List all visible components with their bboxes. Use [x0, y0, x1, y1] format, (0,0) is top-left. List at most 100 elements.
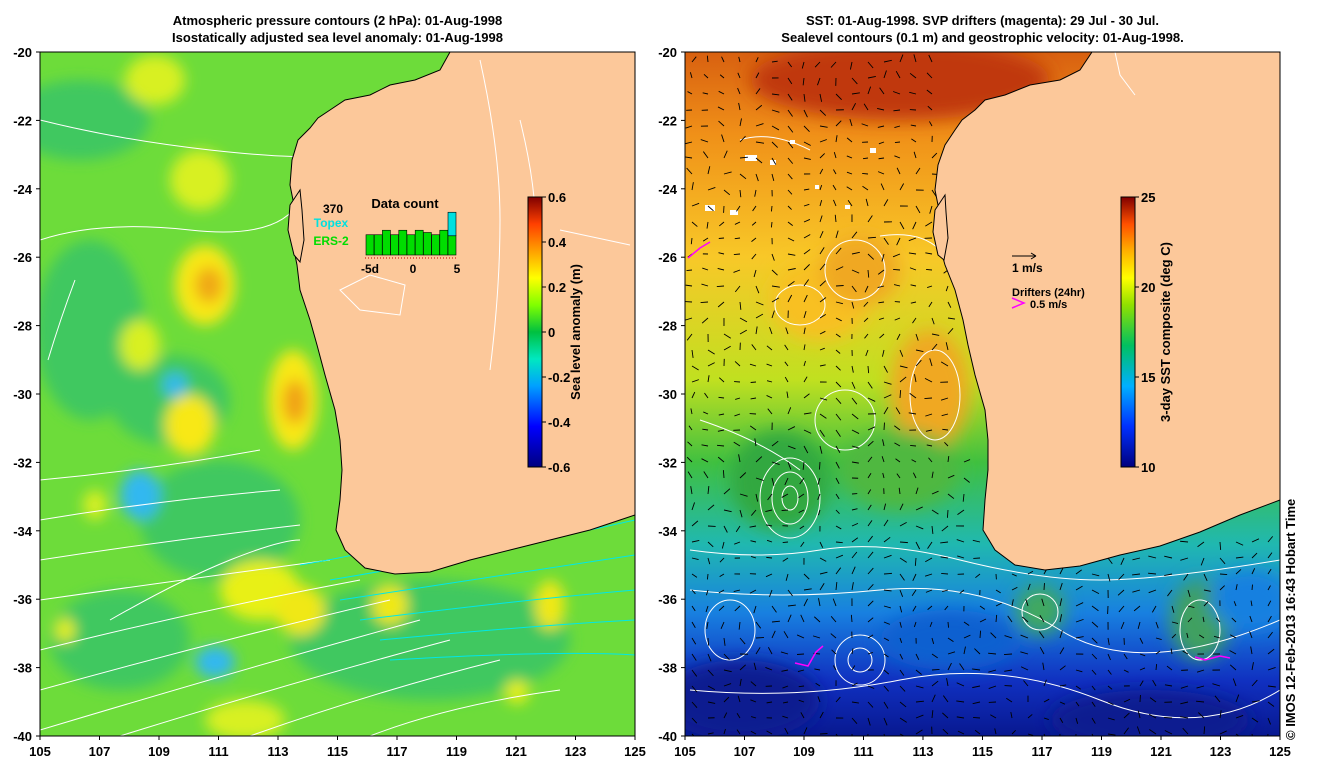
velocity-arrow — [834, 214, 837, 223]
velocity-arrow — [707, 653, 712, 662]
velocity-arrow — [723, 189, 731, 196]
velocity-arrow — [896, 237, 901, 246]
velocity-arrow — [691, 379, 699, 383]
velocity-arrow — [739, 173, 747, 180]
velocity-arrow — [1136, 726, 1141, 735]
velocity-arrow — [733, 441, 741, 447]
velocity-arrow — [867, 269, 870, 278]
velocity-arrow — [702, 237, 709, 242]
velocity-arrow — [877, 285, 885, 289]
inset-bar-topex — [447, 211, 457, 237]
velocity-arrow — [1021, 616, 1029, 623]
velocity-arrow — [1171, 621, 1179, 625]
lat-tick-label: -38 — [13, 661, 32, 676]
velocity-arrow — [979, 618, 987, 623]
velocity-arrow — [883, 199, 889, 207]
velocity-arrow — [915, 685, 924, 689]
velocity-arrow — [750, 540, 757, 543]
geostrophic-velocity-arrows — [685, 54, 1276, 736]
velocity-arrow — [849, 61, 853, 70]
velocity-arrow — [814, 668, 821, 671]
velocity-arrow — [691, 182, 694, 191]
velocity-arrow — [924, 573, 933, 577]
velocity-arrow — [851, 269, 860, 274]
velocity-arrow — [931, 333, 940, 336]
velocity-arrow — [899, 221, 905, 230]
velocity-arrow — [819, 571, 828, 575]
velocity-arrow — [1235, 569, 1242, 575]
colorbar-tick-label: 0.6 — [548, 190, 566, 205]
velocity-arrow — [691, 685, 698, 693]
velocity-arrow — [755, 72, 760, 79]
land-contours — [339, 59, 631, 371]
velocity-arrow — [1251, 538, 1260, 543]
sealevel-contours — [689, 136, 1280, 719]
velocity-arrow — [707, 166, 711, 175]
velocity-arrow — [883, 381, 892, 385]
right-title-line1: SST: 01-Aug-1998. SVP drifters (magenta)… — [805, 13, 1160, 28]
velocity-arrow — [787, 407, 792, 415]
velocity-arrow — [1229, 664, 1237, 671]
velocity-arrow — [1059, 701, 1066, 705]
velocity-arrow — [1196, 669, 1205, 673]
velocity-arrow — [755, 157, 763, 164]
velocity-arrow — [1267, 568, 1272, 575]
velocity-arrow — [1267, 667, 1276, 671]
velocity-arrow — [1235, 694, 1240, 703]
velocity-arrow — [1042, 662, 1045, 671]
velocity-arrow — [819, 93, 823, 102]
velocity-arrow — [702, 428, 709, 431]
velocity-arrow — [877, 125, 885, 128]
velocity-arrow — [1123, 669, 1129, 673]
velocity-arrow — [912, 573, 917, 582]
velocity-arrow — [686, 269, 693, 272]
velocity-arrow — [751, 253, 757, 260]
velocity-arrow — [877, 269, 885, 275]
velocity-arrow — [803, 327, 806, 335]
velocity-arrow — [1075, 636, 1084, 639]
velocity-arrow — [899, 183, 905, 191]
velocity-arrow — [867, 236, 877, 239]
velocity-arrow — [1059, 598, 1063, 607]
lat-tick-label: -26 — [13, 250, 32, 265]
velocity-arrow — [691, 202, 700, 207]
velocity-arrow — [749, 363, 757, 367]
velocity-arrow — [867, 701, 874, 708]
velocity-arrow — [1155, 637, 1162, 641]
velocity-arrow — [1075, 717, 1079, 724]
velocity-arrow — [899, 54, 904, 63]
velocity-arrow — [947, 493, 955, 499]
velocity-arrow — [723, 345, 731, 351]
velocity-arrow — [755, 326, 758, 335]
lon-tick-label: 115 — [327, 744, 348, 759]
velocity-scale-label: 1 m/s — [1012, 261, 1043, 275]
velocity-arrow — [1187, 605, 1195, 609]
velocity-arrow — [1214, 695, 1221, 703]
lon-tick-label: 107 — [734, 744, 756, 759]
velocity-arrow — [739, 317, 748, 323]
velocity-arrow — [925, 589, 933, 593]
velocity-arrow — [851, 582, 854, 591]
left-title-line1: Atmospheric pressure contours (2 hPa): 0… — [172, 13, 503, 28]
velocity-arrow — [849, 119, 853, 127]
velocity-arrow — [1233, 601, 1237, 607]
velocity-arrow — [691, 701, 698, 708]
velocity-arrow — [803, 412, 812, 415]
velocity-arrow — [723, 488, 731, 495]
lon-tick-label: 109 — [148, 744, 170, 759]
velocity-arrow — [737, 87, 741, 95]
velocity-arrow — [691, 589, 696, 595]
lat-tick-label: -40 — [658, 729, 677, 744]
velocity-arrow — [803, 294, 808, 303]
velocity-arrow — [734, 285, 741, 293]
velocity-arrow — [924, 397, 933, 399]
velocity-arrow — [1020, 666, 1029, 671]
velocity-arrow — [1267, 733, 1269, 736]
velocity-arrow — [835, 554, 844, 559]
velocity-arrow — [899, 653, 904, 660]
velocity-arrow — [733, 253, 741, 256]
colorbar-tick-label: 20 — [1141, 280, 1155, 295]
velocity-arrow — [912, 221, 917, 230]
velocity-arrow — [1180, 557, 1189, 561]
velocity-arrow — [797, 653, 805, 655]
